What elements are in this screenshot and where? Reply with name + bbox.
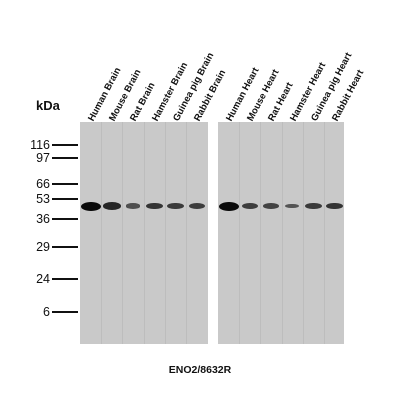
marker-label: 97 — [36, 151, 50, 165]
marker-tick — [52, 218, 78, 220]
protein-band — [80, 201, 101, 211]
protein-band — [188, 203, 205, 209]
blot-membrane-heart — [218, 122, 344, 344]
protein-band — [167, 202, 184, 210]
marker-tick — [52, 246, 78, 248]
marker-label: 29 — [36, 240, 50, 254]
lane-separator — [324, 122, 325, 344]
antibody-caption: ENO2/8632R — [168, 364, 232, 376]
lane-separator — [164, 122, 166, 344]
marker-tick — [52, 311, 78, 313]
lane-separator — [239, 122, 241, 344]
marker-label: 66 — [36, 177, 50, 191]
lane-separator — [101, 122, 103, 344]
protein-band — [263, 203, 279, 209]
protein-band — [305, 202, 322, 210]
kda-label: kDa — [36, 98, 60, 113]
protein-band — [125, 203, 141, 209]
protein-band — [102, 202, 121, 210]
lane-separator — [186, 122, 187, 344]
protein-band — [241, 203, 258, 209]
marker-tick — [52, 183, 78, 185]
lane-separator — [281, 122, 283, 344]
lane-separator — [122, 122, 124, 344]
marker-label: 24 — [36, 272, 50, 286]
lane-separator — [143, 122, 145, 344]
protein-band — [218, 201, 239, 211]
protein-band — [145, 202, 163, 210]
blot-membrane-brain — [80, 122, 208, 344]
marker-label: 116 — [30, 138, 50, 152]
lane-separator — [302, 122, 304, 344]
protein-band — [285, 203, 300, 209]
lane-separator — [260, 122, 262, 344]
marker-tick — [52, 198, 78, 200]
marker-tick — [52, 144, 78, 146]
marker-label: 6 — [43, 305, 50, 319]
marker-label: 36 — [36, 212, 50, 226]
marker-tick — [52, 278, 78, 280]
marker-tick — [52, 157, 78, 159]
protein-band — [326, 202, 343, 210]
marker-label: 53 — [36, 192, 50, 206]
